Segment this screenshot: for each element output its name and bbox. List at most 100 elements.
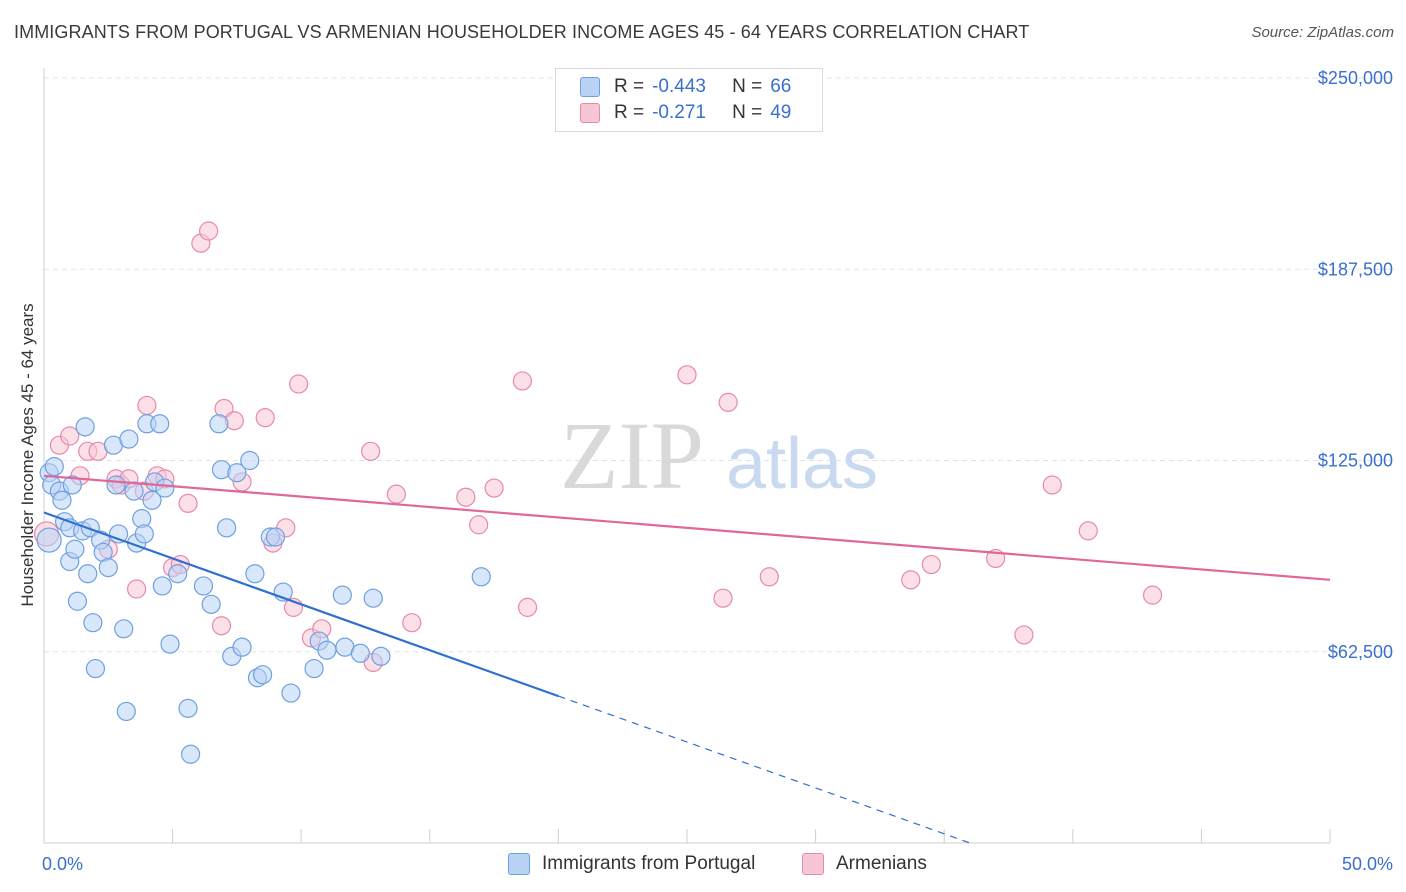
portugal-point <box>265 527 286 547</box>
portugal-point <box>209 414 229 434</box>
armenians-point <box>211 616 232 636</box>
legend-n-label: N = <box>732 76 763 97</box>
portugal-point <box>52 490 72 510</box>
watermark-zip: ZIP <box>560 402 704 509</box>
portugal-point <box>178 698 198 718</box>
portugal-point <box>98 557 118 578</box>
portugal-point <box>317 640 337 660</box>
portugal-point <box>168 564 188 584</box>
x-tick-label: 50.0% <box>1342 854 1393 874</box>
portugal-point <box>75 417 95 437</box>
armenians-point <box>713 588 733 608</box>
portugal-point <box>232 637 252 657</box>
portugal-point <box>304 658 324 679</box>
portugal-point <box>193 576 214 596</box>
portugal-point <box>217 518 237 538</box>
bottom-legend-portugal: Immigrants from Portugal <box>508 852 755 876</box>
portugal-point <box>65 539 85 559</box>
portugal-point <box>253 665 273 685</box>
series-portugal <box>36 414 491 764</box>
legend-row-portugal: R = -0.443 N = 66 <box>580 75 791 99</box>
y-tick-label: $125,000 <box>1318 451 1393 471</box>
armenians-point <box>224 411 244 431</box>
portugal-point <box>106 475 126 495</box>
portugal-point <box>78 564 98 584</box>
axes <box>43 68 1331 844</box>
portugal-point <box>201 594 221 614</box>
legend-r-value: -0.443 <box>652 76 706 97</box>
y-tick-label: $62,500 <box>1328 642 1393 662</box>
armenians-point <box>199 221 219 241</box>
y-tick-label: $250,000 <box>1318 68 1393 88</box>
portugal-point <box>80 518 100 538</box>
portugal-point <box>211 460 232 480</box>
portugal-trend-extension <box>558 695 971 844</box>
legend-swatch-portugal <box>580 77 600 97</box>
legend-r-label: R = <box>614 76 645 97</box>
bottom-legend-label-portugal: Immigrants from Portugal <box>542 853 756 874</box>
y-tick-label: $187,500 <box>1318 259 1393 279</box>
portugal-point <box>150 414 170 434</box>
legend-n-value: 66 <box>770 76 792 97</box>
bottom-legend-label-armenians: Armenians <box>836 853 927 874</box>
armenians-point <box>921 554 941 575</box>
armenians-point <box>1042 475 1062 495</box>
armenians-point <box>402 613 422 633</box>
legend-row-armenians: R = -0.271 N = 49 <box>580 101 791 125</box>
portugal-point <box>155 478 175 498</box>
armenians-point <box>255 408 275 428</box>
trend-lines <box>43 474 1331 844</box>
armenians-point <box>677 365 697 385</box>
gridlines <box>44 77 1395 653</box>
portugal-point <box>114 619 134 639</box>
armenians-point <box>1014 625 1034 645</box>
portugal-point <box>36 527 62 553</box>
armenians-point <box>469 515 489 535</box>
x-tick-label: 0.0% <box>42 854 83 874</box>
armenians-point <box>484 478 504 498</box>
portugal-point <box>227 463 247 483</box>
portugal-point <box>62 475 82 495</box>
portugal-point <box>350 643 370 663</box>
portugal-point <box>371 646 391 666</box>
portugal-point <box>44 457 64 477</box>
armenians-trend-line <box>43 474 1331 581</box>
portugal-point <box>181 744 201 764</box>
armenians-point <box>289 374 309 394</box>
portugal-point <box>281 683 301 703</box>
armenians-point <box>718 392 738 412</box>
armenians-point <box>456 487 476 507</box>
armenians-point <box>361 441 381 461</box>
legend-swatch-armenians <box>580 103 600 123</box>
armenians-point <box>759 567 779 587</box>
portugal-trend-line <box>43 511 559 698</box>
portugal-point <box>134 524 154 544</box>
portugal-point <box>245 564 265 584</box>
armenians-point <box>901 570 921 590</box>
armenians-point <box>1078 521 1098 541</box>
portugal-point <box>363 588 383 608</box>
source-label: Source: ZipAtlas.com <box>1251 24 1394 41</box>
armenians-point <box>137 395 157 416</box>
bottom-legend-swatch-portugal <box>508 853 530 875</box>
armenians-point <box>517 597 538 617</box>
portugal-point <box>152 576 172 596</box>
watermark: ZIP atlas <box>560 402 878 509</box>
portugal-point <box>142 490 162 510</box>
armenians-point <box>1142 585 1163 605</box>
armenians-point <box>386 484 406 504</box>
bottom-legend-swatch-armenians <box>802 853 824 875</box>
legend-r-value: -0.271 <box>652 102 706 123</box>
legend-n-label: N = <box>732 102 763 123</box>
portugal-point <box>240 450 260 471</box>
portugal-point <box>85 658 106 679</box>
watermark-atlas: atlas <box>726 424 878 504</box>
chart-title: IMMIGRANTS FROM PORTUGAL VS ARMENIAN HOU… <box>14 22 1030 42</box>
portugal-point <box>124 481 144 501</box>
stats-legend: R = -0.443 N = 66 R = -0.271 N = 49 <box>555 68 823 132</box>
armenians-point <box>60 426 80 446</box>
portugal-point <box>160 634 180 654</box>
portugal-point <box>67 591 88 611</box>
portugal-point <box>471 567 491 587</box>
